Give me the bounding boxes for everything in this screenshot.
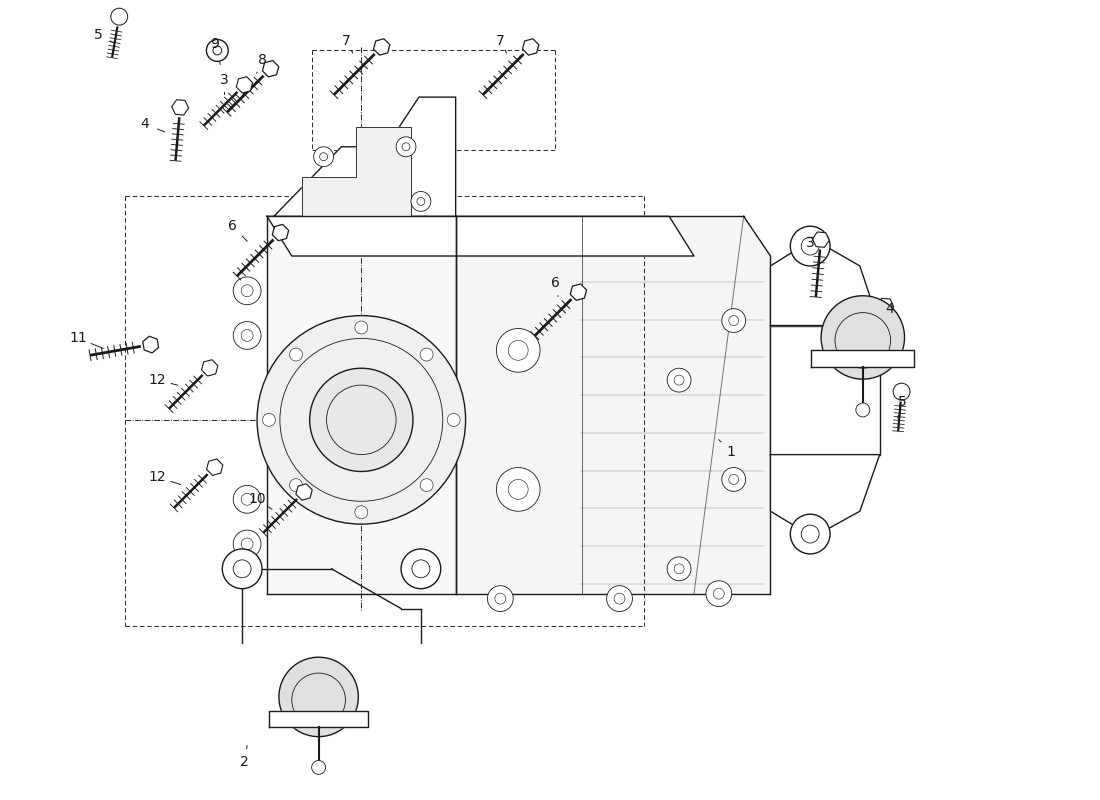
Circle shape [233,277,261,305]
Polygon shape [267,216,455,594]
Circle shape [233,486,261,514]
Polygon shape [273,225,288,241]
Circle shape [706,581,732,606]
Circle shape [396,137,416,157]
Circle shape [420,348,433,361]
Circle shape [448,414,460,426]
Circle shape [233,322,261,350]
Circle shape [893,383,910,400]
Text: 12: 12 [148,373,166,387]
Circle shape [222,549,262,589]
Polygon shape [263,61,278,77]
Polygon shape [455,216,770,594]
Text: 7: 7 [496,34,505,47]
Text: 6: 6 [550,276,560,290]
Circle shape [263,414,275,426]
Circle shape [314,146,333,166]
Polygon shape [770,326,880,454]
Text: 2: 2 [240,755,249,770]
Polygon shape [301,127,411,216]
Circle shape [420,478,433,492]
Polygon shape [811,350,914,367]
Polygon shape [770,454,880,537]
Text: 1: 1 [726,445,735,458]
Circle shape [668,368,691,392]
Circle shape [790,226,830,266]
Circle shape [790,514,830,554]
Circle shape [257,315,465,524]
Polygon shape [770,239,880,326]
Text: 4: 4 [141,117,150,131]
Polygon shape [270,711,368,726]
Polygon shape [143,336,158,353]
Circle shape [856,403,870,417]
Circle shape [411,191,431,211]
Circle shape [402,549,441,589]
Circle shape [310,368,412,471]
Text: 7: 7 [342,34,351,47]
Polygon shape [236,77,253,93]
Polygon shape [267,216,694,256]
Circle shape [289,478,302,492]
Circle shape [111,8,128,25]
Circle shape [279,658,359,737]
Text: 6: 6 [228,219,236,234]
Polygon shape [813,232,829,247]
Circle shape [233,530,261,558]
Circle shape [496,329,540,372]
Circle shape [722,467,746,491]
Polygon shape [296,484,312,500]
Polygon shape [374,38,389,55]
Text: 4: 4 [886,302,894,316]
Circle shape [496,467,540,511]
Circle shape [289,348,302,361]
Circle shape [668,557,691,581]
Text: 10: 10 [249,492,266,506]
Text: 5: 5 [94,27,102,42]
Circle shape [355,506,367,518]
Polygon shape [172,100,188,115]
Circle shape [606,586,632,611]
Polygon shape [274,97,455,216]
Text: since 1985: since 1985 [558,512,681,557]
Circle shape [487,586,514,611]
Text: europ: europ [355,290,666,382]
Text: 8: 8 [257,54,266,67]
Text: passion for cars: passion for cars [402,412,600,477]
Circle shape [207,39,229,62]
Text: 9: 9 [210,38,219,51]
Circle shape [355,321,367,334]
Polygon shape [201,360,218,376]
Polygon shape [522,38,539,55]
Text: äss: äss [610,310,788,402]
Circle shape [311,761,326,774]
Circle shape [722,309,746,333]
Polygon shape [207,459,223,475]
Text: 11: 11 [69,331,87,346]
Polygon shape [877,298,893,314]
Text: 3: 3 [220,74,229,87]
Polygon shape [570,284,586,300]
Text: 3: 3 [806,236,815,250]
Text: 12: 12 [148,470,166,485]
Text: 5: 5 [899,395,906,409]
Circle shape [821,296,904,379]
